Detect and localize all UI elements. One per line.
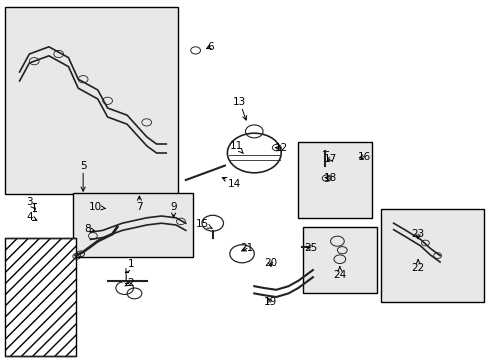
Text: 17: 17 [323, 154, 336, 164]
Text: 15: 15 [196, 219, 212, 229]
Text: 14: 14 [222, 177, 241, 189]
Bar [5, 7, 178, 194]
Text: 19: 19 [263, 297, 277, 307]
Text: 8: 8 [84, 224, 94, 234]
Bar [381, 209, 483, 302]
Text: 21: 21 [240, 243, 253, 253]
Text: 11: 11 [229, 141, 243, 154]
Text: 22: 22 [410, 260, 424, 273]
Text: 1: 1 [125, 258, 134, 273]
Text: 5: 5 [80, 161, 86, 191]
Text: 9: 9 [170, 202, 177, 217]
Text: 16: 16 [357, 152, 370, 162]
Text: 12: 12 [274, 143, 287, 153]
Text: 3: 3 [26, 197, 36, 209]
Text: 23: 23 [410, 229, 424, 239]
Text: 25: 25 [303, 243, 317, 253]
Text: 2: 2 [125, 278, 134, 288]
Text: 24: 24 [332, 267, 346, 280]
Text: 18: 18 [323, 173, 336, 183]
Bar [303, 227, 376, 293]
Text: 13: 13 [232, 96, 246, 120]
Text: 6: 6 [206, 42, 213, 52]
Bar [73, 193, 193, 257]
Text: 10: 10 [89, 202, 105, 212]
Bar [5, 238, 76, 356]
Text: 7: 7 [136, 196, 142, 212]
Bar [298, 142, 371, 218]
Text: 4: 4 [26, 212, 37, 222]
Text: 20: 20 [264, 258, 276, 268]
